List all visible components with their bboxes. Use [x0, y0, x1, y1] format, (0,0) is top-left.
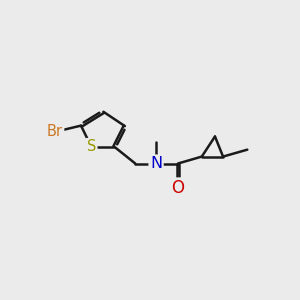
Text: O: O [172, 179, 184, 197]
Text: S: S [87, 140, 96, 154]
Text: N: N [150, 156, 162, 171]
Text: Br: Br [47, 124, 63, 140]
